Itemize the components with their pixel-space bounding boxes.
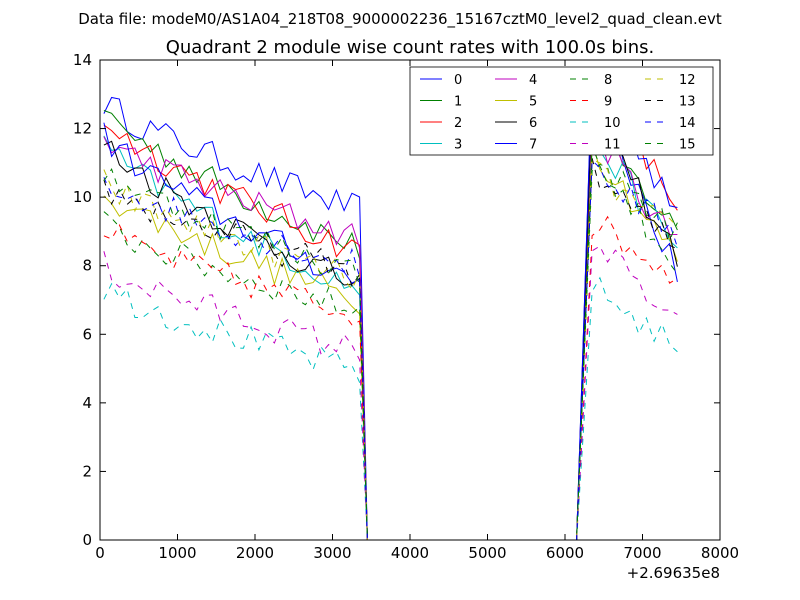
series-line-10 (103, 276, 678, 541)
legend-label-9: 9 (604, 95, 612, 110)
y-tick-label: 0 (82, 531, 92, 549)
x-tick-label: 5000 (468, 544, 506, 562)
series-line-13 (103, 158, 678, 541)
y-tick-label: 10 (73, 188, 92, 206)
chart-title: Quadrant 2 module wise count rates with … (166, 37, 655, 58)
legend-label-11: 11 (604, 138, 621, 153)
legend-label-4: 4 (529, 73, 537, 88)
x-tick-label: 2000 (236, 544, 274, 562)
legend-label-2: 2 (454, 116, 462, 131)
chart-suptitle: Data file: modeM0/AS1A04_218T08_90000022… (78, 10, 722, 29)
x-tick-label: 3000 (313, 544, 351, 562)
legend-label-10: 10 (604, 116, 621, 131)
y-tick-label: 12 (73, 120, 92, 138)
x-tick-label: 6000 (546, 544, 584, 562)
legend-label-5: 5 (529, 95, 537, 110)
series-line-11 (103, 245, 678, 541)
y-tick-label: 14 (73, 51, 92, 69)
x-tick-label: 4000 (391, 544, 429, 562)
x-tick-label: 8000 (701, 544, 739, 562)
x-tick-label: 7000 (623, 544, 661, 562)
y-tick-label: 8 (82, 257, 92, 275)
series-line-4 (103, 128, 678, 541)
series-line-8 (103, 163, 678, 541)
legend-label-7: 7 (529, 138, 537, 153)
y-tick-label: 2 (82, 462, 92, 480)
series-line-12 (103, 158, 678, 541)
legend-label-8: 8 (604, 73, 612, 88)
y-tick-label: 4 (82, 394, 92, 412)
y-tick-label: 6 (82, 325, 92, 343)
legend-label-6: 6 (529, 116, 537, 131)
series-line-14 (103, 159, 678, 541)
x-offset-label: +2.69635e8 (627, 564, 720, 582)
series-line-5 (103, 141, 678, 541)
legend-label-3: 3 (454, 138, 462, 153)
legend-label-14: 14 (679, 116, 696, 131)
series-line-3 (103, 123, 678, 541)
series-line-9 (103, 215, 678, 541)
legend-label-15: 15 (679, 138, 696, 153)
legend-label-12: 12 (679, 73, 696, 88)
legend-box (409, 66, 714, 156)
series-line-15 (103, 145, 678, 541)
legend-label-0: 0 (454, 73, 462, 88)
x-tick-label: 0 (95, 544, 105, 562)
axis-ticks: 0 1000 2000 3000 4000 5000 6000 7000 80000246810… (73, 51, 739, 562)
plot-lines (103, 69, 678, 541)
legend-label-13: 13 (679, 95, 696, 110)
x-tick-label: 1000 (158, 544, 196, 562)
legend-label-1: 1 (454, 95, 462, 110)
